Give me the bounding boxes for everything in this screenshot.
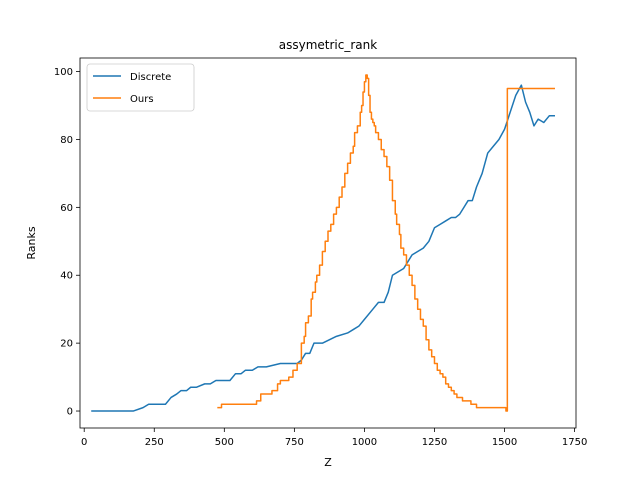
y-tick-label: 80 <box>60 135 73 146</box>
x-tick-label: 250 <box>145 437 164 448</box>
legend-label-discrete: Discrete <box>130 72 171 83</box>
y-axis-ticks: 0 20 40 60 80 100 <box>54 67 80 418</box>
series-line-discrete <box>91 84 555 412</box>
axes-frame <box>79 57 577 429</box>
series-layer <box>91 74 555 412</box>
x-axis-label: Z <box>324 456 332 469</box>
x-tick-label: 500 <box>215 437 234 448</box>
plot-area: 0 250 500 750 1000 1250 1500 1750 0 20 40 60 80 100 <box>54 57 587 448</box>
series-line-ours <box>217 74 555 412</box>
y-tick-label: 100 <box>54 67 73 78</box>
x-tick-label: 1750 <box>562 437 587 448</box>
x-tick-label: 750 <box>285 437 304 448</box>
legend-label-ours: Ours <box>130 94 154 105</box>
y-tick-label: 40 <box>60 271 73 282</box>
x-tick-label: 1500 <box>492 437 517 448</box>
legend: Discrete Ours <box>86 63 195 112</box>
y-axis-label: Ranks <box>25 226 38 259</box>
y-tick-label: 60 <box>60 203 73 214</box>
y-tick-label: 20 <box>60 339 73 350</box>
x-tick-label: 0 <box>81 437 87 448</box>
x-axis-ticks: 0 250 500 750 1000 1250 1500 1750 <box>81 428 587 448</box>
y-tick-label: 0 <box>67 407 73 418</box>
x-tick-label: 1250 <box>422 437 447 448</box>
chart-title: assymetric_rank <box>279 38 377 52</box>
x-tick-label: 1000 <box>352 437 377 448</box>
